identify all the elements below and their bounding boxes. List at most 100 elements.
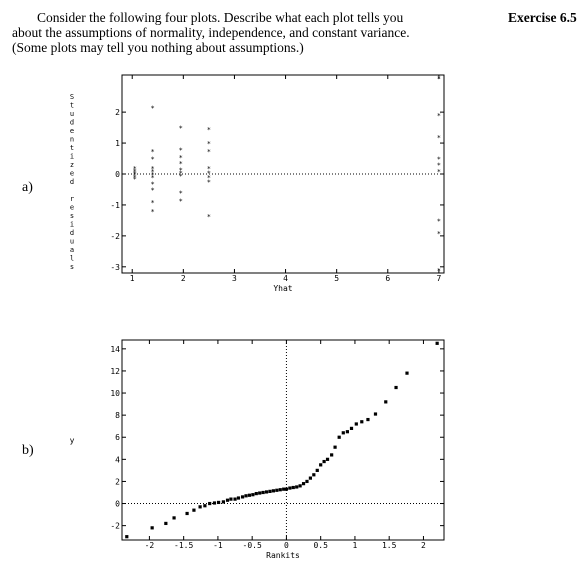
data-point [217, 500, 221, 505]
x-tick-label: 3 [232, 274, 237, 283]
data-point: * [151, 148, 155, 156]
question-line: about the assumptions of normality, inde… [12, 25, 410, 40]
data-point [261, 490, 265, 495]
data-point [360, 420, 364, 424]
data-point [271, 489, 276, 493]
data-point [322, 459, 326, 464]
data-point: * [179, 169, 183, 177]
data-point [315, 468, 319, 472]
data-point [298, 484, 302, 488]
data-point [291, 485, 295, 490]
y-axis-label-char: t [70, 102, 74, 110]
data-point [278, 488, 282, 492]
data-point [305, 479, 309, 484]
data-point: * [437, 162, 441, 170]
x-tick-label: 2 [181, 274, 186, 283]
y-tick-label: 2 [115, 477, 120, 486]
data-point [349, 426, 354, 430]
data-point [284, 487, 289, 491]
x-tick-label: 1 [130, 274, 135, 283]
x-tick-label: 0 [284, 541, 289, 550]
data-point [236, 496, 241, 500]
data-point: * [151, 165, 155, 173]
y-tick-label: -1 [110, 201, 120, 210]
data-point: * [179, 146, 183, 154]
y-tick-label: 10 [110, 389, 120, 398]
data-point [229, 497, 233, 501]
question-line: (Some plots may tell you nothing about a… [12, 40, 304, 55]
data-point [341, 431, 345, 435]
x-tick-label: -1.5 [174, 541, 193, 550]
data-point [282, 487, 286, 491]
data-point: * [207, 165, 211, 173]
data-point [333, 445, 337, 449]
data-point [244, 494, 248, 498]
x-tick-label: 5 [334, 274, 339, 283]
plot-frame [121, 339, 445, 541]
data-point [301, 482, 306, 486]
x-tick-label: 2 [421, 541, 426, 550]
data-point [337, 435, 341, 439]
y-axis-label-char: n [70, 136, 74, 144]
data-point: * [133, 176, 137, 184]
x-tick-label: 4 [283, 274, 288, 283]
data-point: * [151, 186, 155, 194]
data-point [233, 497, 237, 501]
data-point: * [179, 197, 183, 205]
y-axis-label-char: d [70, 229, 74, 237]
x-tick-label: -2 [145, 541, 155, 550]
data-point [172, 516, 176, 520]
data-point [275, 488, 279, 492]
y-tick-label: 1 [115, 139, 120, 148]
data-point: * [207, 174, 211, 182]
data-point [208, 501, 212, 506]
x-tick-label: 1 [353, 541, 358, 550]
data-point [198, 505, 202, 509]
data-point [373, 412, 378, 416]
data-point: * [179, 173, 183, 181]
y-axis-label-char: s [70, 212, 74, 220]
data-point [268, 489, 272, 493]
y-axis-label-char: u [70, 238, 74, 246]
y-axis-label-char: t [70, 144, 74, 152]
data-point: * [179, 125, 183, 133]
data-point [251, 493, 255, 497]
data-point [264, 490, 269, 494]
data-point: * [207, 126, 211, 134]
data-point: * [179, 190, 183, 198]
exercise-label: Exercise 6.5 [508, 10, 577, 25]
y-tick-label: 8 [115, 411, 120, 420]
y-tick-label: 0 [115, 500, 120, 509]
data-point: * [207, 140, 211, 148]
y-tick-label: -2 [110, 522, 120, 531]
y-axis-label-char: i [70, 221, 74, 229]
data-point [254, 491, 258, 496]
data-point: * [133, 171, 137, 179]
y-axis-label-char: z [70, 161, 74, 169]
data-point [366, 417, 370, 422]
x-axis-label: Yhat [273, 284, 292, 293]
data-point: * [207, 213, 211, 221]
y-tick-label: 6 [115, 433, 120, 442]
y-tick-label: 4 [115, 455, 120, 464]
data-point: * [151, 156, 155, 164]
data-point [319, 463, 323, 467]
plot-b-label: b) [22, 443, 34, 458]
y-tick-label: 14 [110, 345, 120, 354]
data-point [312, 473, 316, 477]
x-tick-label: 0.5 [313, 541, 328, 550]
data-point [192, 508, 196, 512]
plot-a-label: a) [22, 180, 33, 195]
data-point: * [151, 104, 155, 112]
data-point [384, 400, 388, 404]
data-point: * [207, 148, 211, 156]
y-axis-label-char: l [70, 255, 74, 263]
y-axis-label-char: e [70, 170, 74, 178]
y-axis-label-char: i [70, 153, 74, 161]
data-point: * [437, 168, 441, 176]
y-tick-label: 12 [110, 367, 120, 376]
y-axis-label-char: S [70, 93, 74, 101]
data-point: * [151, 168, 155, 176]
